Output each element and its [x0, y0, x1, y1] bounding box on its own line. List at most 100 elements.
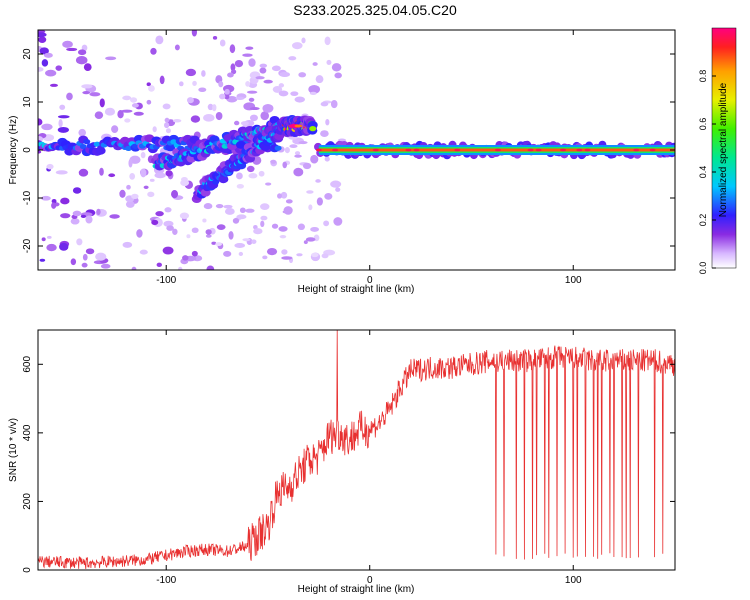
- heatmap-cell: [224, 207, 235, 215]
- heatmap-cell: [324, 193, 333, 200]
- heatmap-cell: [266, 247, 278, 256]
- heatmap-cell: [179, 81, 184, 87]
- heatmap-cell: [140, 151, 146, 159]
- heatmap-cell: [198, 87, 207, 92]
- heatmap-cell: [332, 148, 339, 152]
- heatmap-cell: [229, 44, 236, 54]
- heatmap-cell: [151, 219, 159, 225]
- heatmap-cell: [172, 228, 178, 235]
- heatmap-cell: [315, 75, 324, 84]
- heatmap-cell: [174, 44, 180, 51]
- heatmap-cell: [95, 252, 107, 261]
- spectrogram-x-ticks: -100 0 100: [156, 30, 582, 286]
- heatmap-cell: [155, 35, 164, 45]
- heatmap-cell: [306, 190, 314, 194]
- heatmap-cell: [249, 114, 258, 122]
- heatmap-cell: [224, 88, 230, 95]
- heatmap-cell: [280, 191, 288, 199]
- heatmap-cell: [46, 163, 54, 170]
- heatmap-cell: [60, 213, 71, 219]
- heatmap-cell: [223, 204, 233, 209]
- colorbar-tick-label: 0.6: [698, 118, 708, 131]
- heatmap-cell: [234, 120, 240, 126]
- heatmap-cell: [38, 66, 44, 72]
- snr-x-label: Height of straight line (km): [298, 584, 415, 595]
- heatmap-cell: [278, 90, 289, 97]
- heatmap-cell: [279, 71, 291, 78]
- heatmap-cell: [76, 238, 83, 246]
- heatmap-cell: [279, 235, 287, 239]
- x-tick-label: 100: [565, 575, 582, 586]
- heatmap-cell: [164, 117, 170, 123]
- heatmap-cell: [72, 187, 82, 194]
- heatmap-cell: [242, 53, 253, 57]
- heatmap-cell: [190, 115, 201, 123]
- heatmap-cell: [96, 208, 101, 216]
- colorbar-ticks: 0.0 0.2 0.4 0.6 0.8: [698, 70, 716, 275]
- heatmap-cell: [270, 159, 277, 164]
- heatmap-cell: [156, 262, 162, 267]
- heatmap-cell: [263, 79, 273, 84]
- heatmap-cell: [62, 40, 73, 48]
- heatmap-cell: [191, 227, 199, 234]
- heatmap-cell: [154, 172, 166, 179]
- spectrogram-y-ticks: -20 -10 0 10 20: [22, 48, 675, 253]
- colorbar-tick-label: 0.0: [698, 262, 708, 275]
- heatmap-cell: [41, 59, 49, 67]
- x-tick-label: -100: [156, 575, 176, 586]
- heatmap-cell: [311, 252, 319, 258]
- colorbar-label: Normalized spectral amplitude: [718, 82, 729, 217]
- heatmap-cell: [219, 39, 226, 47]
- heatmap-cell: [255, 76, 265, 80]
- heatmap-cell: [248, 58, 256, 67]
- heatmap-cell: [124, 118, 131, 123]
- heatmap-cell: [205, 229, 212, 235]
- heatmap-cell: [316, 197, 323, 206]
- heatmap-cell: [83, 63, 92, 72]
- heatmap-cell: [330, 180, 342, 188]
- heatmap-cell: [45, 69, 57, 77]
- heatmap-cell: [38, 150, 42, 154]
- heatmap-cell: [70, 218, 80, 225]
- heatmap-cell: [223, 250, 232, 257]
- heatmap-cell: [330, 99, 338, 109]
- heatmap-cell: [260, 220, 265, 228]
- x-tick-label: 0: [367, 575, 373, 586]
- heatmap-cell: [82, 91, 91, 95]
- heatmap-cell: [164, 207, 172, 213]
- heatmap-cell: [100, 263, 111, 269]
- heatmap-cell: [119, 189, 126, 198]
- heatmap-cell: [324, 36, 331, 46]
- heatmap-cell: [309, 91, 317, 95]
- heatmap-cell: [163, 220, 174, 227]
- snr-y-label: SNR (10 * v/v): [8, 418, 19, 482]
- heatmap-cell: [203, 114, 215, 122]
- heatmap-cell: [165, 128, 171, 134]
- heatmap-cell: [337, 138, 347, 142]
- heatmap-cell: [172, 118, 182, 123]
- heatmap-cell: [162, 246, 174, 255]
- heatmap-cell: [235, 140, 246, 149]
- heatmap-cell: [164, 122, 170, 129]
- heatmap-cell: [43, 52, 53, 58]
- heatmap-cell: [125, 200, 135, 208]
- heatmap-cell: [117, 110, 124, 119]
- heatmap-cell: [324, 156, 330, 162]
- heatmap-cell: [122, 95, 132, 101]
- heatmap-cell: [333, 217, 343, 226]
- heatmap-cell: [259, 63, 268, 68]
- y-tick-label: 400: [22, 424, 33, 441]
- heatmap-cell: [191, 30, 197, 37]
- heatmap-cell: [260, 215, 268, 221]
- heatmap-cell: [576, 148, 583, 152]
- heatmap-cell: [105, 56, 117, 61]
- heatmap-cell: [108, 173, 116, 178]
- heatmap-cell: [245, 208, 255, 213]
- heatmap-cell: [133, 111, 144, 116]
- heatmap-cell: [289, 144, 298, 149]
- heatmap-cell: [281, 256, 293, 260]
- heatmap-cell: [228, 231, 234, 240]
- y-tick-label: 20: [22, 48, 33, 60]
- heatmap-cell: [224, 94, 230, 100]
